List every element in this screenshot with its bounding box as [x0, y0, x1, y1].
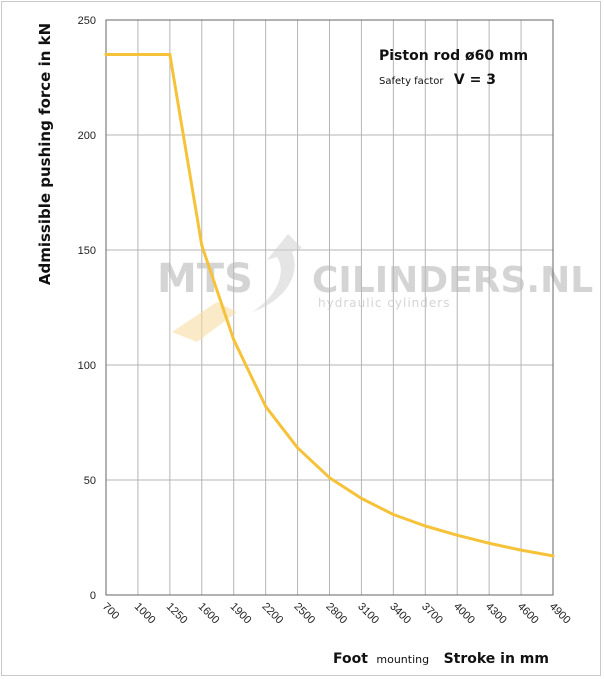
plot-area-border: [105, 19, 554, 596]
data-point: [519, 548, 523, 552]
series-layer: [104, 53, 555, 558]
annotation-piston-rod: Piston rod ø60 mm: [379, 48, 528, 64]
x-axis-label-main: Stroke in mm: [444, 651, 549, 667]
data-point: [264, 404, 268, 408]
x-tick-label: 3100: [355, 601, 381, 627]
data-point: [200, 243, 204, 247]
y-tick-label: 150: [78, 245, 96, 257]
y-tick-label: 100: [78, 360, 96, 372]
data-point: [551, 554, 555, 558]
y-tick-label: 250: [78, 15, 96, 27]
x-tick-label: 4900: [547, 601, 573, 627]
data-point: [104, 53, 108, 56]
annotation-safety-value: V = 3: [454, 72, 496, 88]
y-tick-label: 200: [78, 130, 96, 142]
annotation-safety-label: Safety factor: [379, 76, 444, 87]
x-tick-label: 1600: [196, 601, 222, 627]
x-tick-label: 2500: [291, 601, 317, 627]
x-axis-label-prefix: Foot: [333, 651, 368, 667]
x-tick-label: 700: [100, 601, 121, 622]
data-point: [232, 338, 236, 342]
data-point: [296, 446, 300, 450]
watermark-name: CILINDERS.NL: [312, 260, 593, 301]
x-tick-label: 3700: [419, 601, 445, 627]
watermark-logo: MTS CILINDERS.NL hydraulic cylinders: [157, 234, 593, 342]
x-axis-label-small: mounting: [376, 653, 429, 666]
data-point: [168, 53, 172, 56]
data-point: [359, 496, 363, 500]
data-point: [423, 524, 427, 528]
x-tick-label: 4300: [483, 601, 509, 627]
data-point: [487, 541, 491, 545]
y-tick-label: 0: [90, 590, 96, 602]
data-point: [328, 476, 331, 480]
x-tick-labels: 700 1000 1250 1600 1900 2200 2500 2800 3100 3400 3…: [100, 601, 573, 627]
x-tick-label: 1000: [132, 601, 158, 627]
y-axis-label: Admissible pushing force in kN: [36, 23, 54, 285]
y-tick-labels: 0 50 100 150 200 250: [78, 15, 96, 602]
chart-axes: [105, 19, 554, 596]
x-tick-label: 1900: [228, 601, 254, 627]
watermark-subtitle: hydraulic cylinders: [318, 296, 450, 310]
x-tick-label: 4000: [451, 601, 477, 627]
x-tick-label: 2800: [323, 601, 349, 627]
x-tick-label: 2200: [260, 601, 286, 627]
watermark-brand: MTS: [157, 256, 253, 302]
x-tick-label: 1250: [164, 601, 190, 627]
data-point: [136, 53, 140, 56]
x-tick-label: 3400: [387, 601, 413, 627]
watermark-arrow-icon: [252, 234, 302, 312]
annotation-safety-factor: Safety factor V = 3: [379, 71, 496, 88]
data-point: [455, 533, 459, 537]
x-tick-label: 4600: [515, 601, 541, 627]
x-axis-label: Foot mounting Stroke in mm: [333, 650, 549, 667]
vertical-gridlines: [137, 20, 522, 595]
data-point: [391, 513, 395, 516]
watermark-x-icon: [172, 302, 237, 342]
y-tick-label: 50: [84, 475, 96, 487]
